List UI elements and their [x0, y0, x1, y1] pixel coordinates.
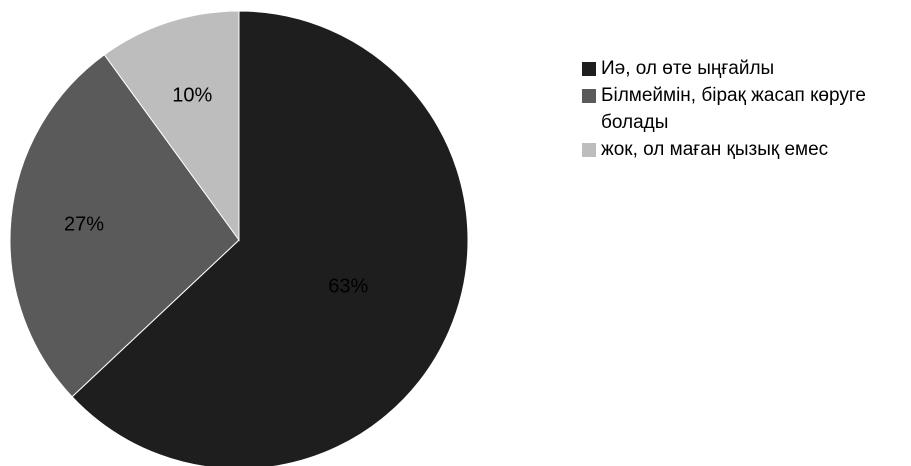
legend-label-2: Білмеймін, бірақ жасап көруге болады [601, 85, 866, 133]
legend-swatch-3 [582, 143, 596, 157]
pie-slice-2 [9, 54, 240, 398]
pie-slice-labels: 63% 27% 10% [64, 85, 369, 298]
pie-slice-3 [103, 10, 240, 242]
legend-swatch-1 [582, 62, 596, 76]
legend-item-1: Иә, ол өте ыңғайлы [582, 55, 907, 82]
legend-item-2: Білмеймін, бірақ жасап көруге болады [582, 82, 907, 136]
slice-value-label-3: 10% [172, 85, 212, 107]
legend-item-3: жок, ол маған қызық емес [582, 136, 907, 163]
legend-label-1: Иә, ол өте ыңғайлы [601, 58, 775, 79]
legend-label-3: жок, ол маған қызық емес [601, 139, 829, 160]
slice-value-label-2: 27% [64, 214, 104, 236]
pie-slice-1 [71, 10, 469, 466]
chart-legend: Иә, ол өте ыңғайлы Білмеймін, бірақ жасап… [582, 55, 907, 163]
legend-swatch-2 [582, 89, 596, 103]
slice-value-label-1: 63% [328, 276, 368, 298]
pie-slices [9, 10, 469, 466]
